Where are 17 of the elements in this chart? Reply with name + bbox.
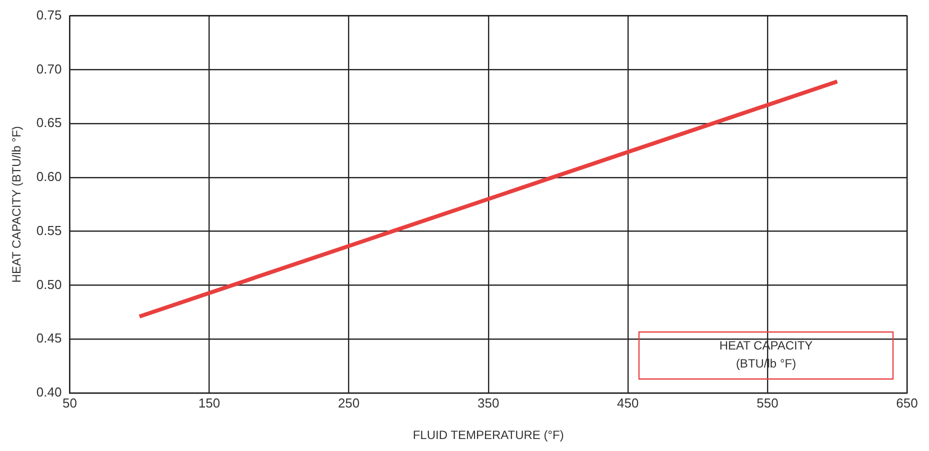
- x-tick-label: 450: [617, 395, 639, 410]
- y-tick-label: 0.70: [36, 61, 62, 76]
- y-tick-label: 0.60: [36, 169, 62, 184]
- x-tick-label: 250: [338, 395, 360, 410]
- x-axis-title: FLUID TEMPERATURE (°F): [412, 428, 564, 442]
- y-axis-title: HEAT CAPACITY (BTU/lb °F): [10, 126, 24, 283]
- y-tick-label: 0.40: [36, 384, 62, 400]
- y-tick-label: 0.55: [36, 222, 62, 238]
- x-tick-label: 550: [756, 395, 778, 410]
- x-tick-label: 50: [62, 395, 77, 410]
- y-tick-label: 0.50: [36, 276, 62, 292]
- x-tick-label: 150: [198, 395, 220, 410]
- y-tick-label: 0.65: [36, 115, 62, 130]
- y-tick-label: 0.75: [36, 7, 62, 22]
- x-tick-label: 350: [478, 395, 500, 410]
- y-tick-label: 0.45: [36, 330, 62, 346]
- x-tick-label: 650: [896, 395, 918, 410]
